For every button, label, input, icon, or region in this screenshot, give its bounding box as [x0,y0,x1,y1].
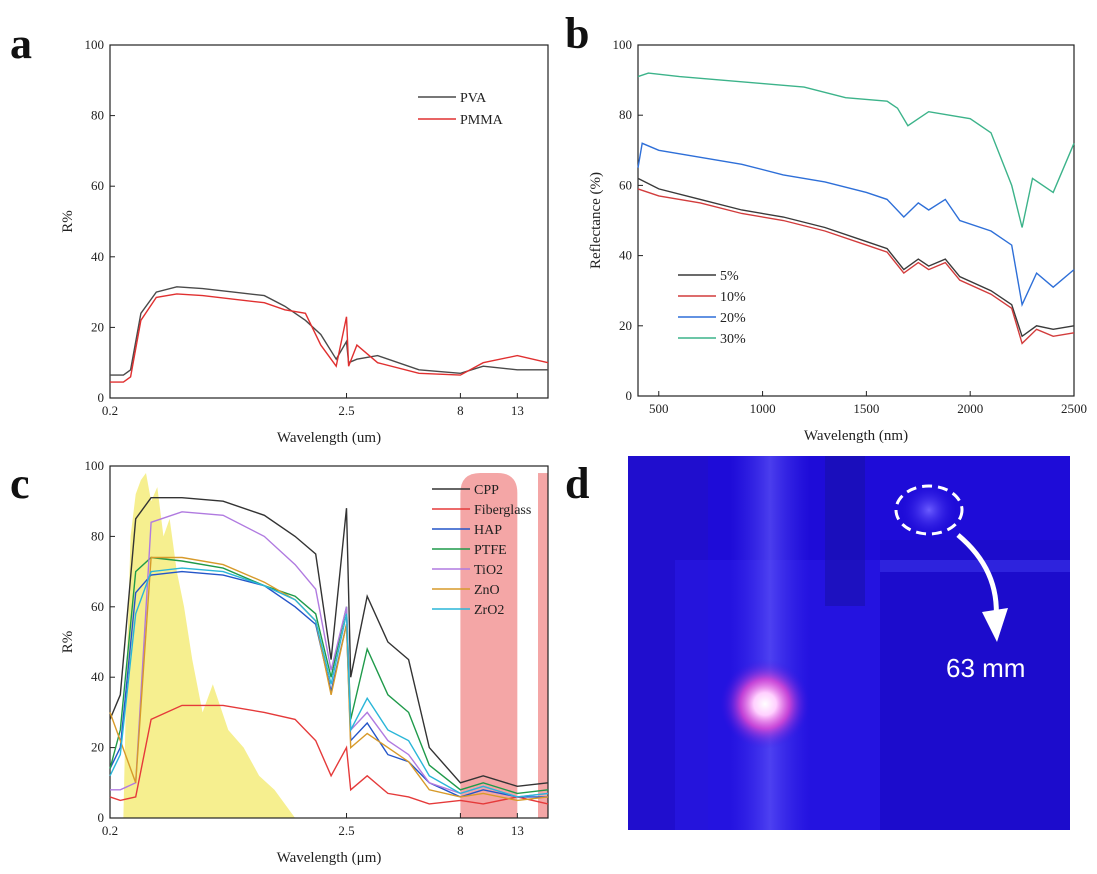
x-axis-label: Wavelength (μm) [277,850,382,866]
legend-label: HAP [474,523,502,538]
y-tick-label: 60 [91,178,104,193]
y-tick-label: 60 [619,177,632,192]
series-line [637,142,1075,308]
series-line [109,556,549,802]
x-tick-label: 1000 [750,401,776,416]
x-tick-label: 2000 [957,401,983,416]
legend-label: CPP [474,483,499,498]
series-line [637,188,1075,345]
y-tick-label: 60 [91,599,104,614]
arrow-curve [956,533,999,621]
legend-label: 5% [720,269,739,284]
y-tick-label: 40 [91,669,104,684]
series-line [110,293,549,383]
panel-letter-c: c [10,459,30,508]
x-tick-label: 0.2 [102,823,118,838]
panel-letter-a: a [10,19,32,68]
panel-letter-b: b [565,9,589,58]
y-tick-label: 20 [619,318,632,333]
y-tick-label: 80 [619,107,632,122]
legend-label: TiO2 [474,563,503,578]
series-line [110,511,549,798]
x-tick-label: 8 [457,403,464,418]
series-line [637,72,1075,228]
axis-frame [109,465,549,819]
y-tick-label: 40 [619,248,632,263]
x-tick-label: 2500 [1061,401,1087,416]
x-axis-label: Wavelength (um) [277,430,381,446]
x-tick-label: 8 [457,823,464,838]
y-tick-label: 0 [98,390,105,405]
x-tick-label: 13 [511,403,524,418]
atmospheric-window-band [460,473,518,818]
y-tick-label: 0 [626,388,633,403]
x-tick-label: 0.2 [102,403,118,418]
series-line [110,286,548,376]
x-tick-label: 2.5 [338,403,354,418]
axis-frame [109,44,549,399]
y-tick-label: 80 [91,108,104,123]
series-line [109,567,549,798]
axis-frame [637,44,1075,397]
y-tick-label: 100 [85,458,105,473]
laser-spot [720,659,810,749]
legend-label: 20% [720,311,746,326]
y-tick-label: 100 [85,37,105,52]
y-tick-label: 20 [91,740,104,755]
legend-label: PTFE [474,543,507,558]
y-tick-label: 40 [91,249,104,264]
series-line [109,497,549,788]
series-line [109,704,549,805]
arrow-head [982,608,1008,642]
x-tick-label: 1500 [853,401,879,416]
x-tick-label: 2.5 [338,823,354,838]
series-line [637,177,1075,338]
y-tick-label: 80 [91,528,104,543]
legend-label: ZnO [474,583,500,598]
y-tick-label: 0 [98,810,105,825]
y-tick-label: 100 [613,37,633,52]
rail-strip [880,560,1070,572]
faint-spot [901,482,957,538]
rail-bar [825,456,865,606]
x-axis-label: Wavelength (nm) [804,428,908,444]
panel-letter-d: d [565,459,589,508]
back-panel [880,540,1070,830]
atmospheric-window-edge [538,473,548,818]
legend-label: 10% [720,290,746,305]
chart-c: 0 20 40 60 80 100 0.2 2.5 8 13 Wavelength (μm) R% CP… [60,458,549,866]
chart-a: 0 20 40 60 80 100 0.2 2.5 8 13 Wavelength (um) R% PV… [60,37,549,446]
light-beam [730,456,810,830]
laser-photo: 63 mm [628,456,1070,830]
y-tick-label: 20 [91,319,104,334]
y-axis-label: Reflectance (%) [588,172,604,269]
chart-b: 0 20 40 60 80 100 500 1000 1500 2000 2500 Wavelengt… [588,37,1087,444]
legend-label: 30% [720,332,746,347]
x-tick-label: 500 [649,401,669,416]
legend-label: PMMA [460,113,504,128]
y-axis-label: R% [60,210,76,233]
legend-label: Fiberglass [474,503,531,518]
y-axis-label: R% [60,631,76,654]
legend-label: ZrO2 [474,603,504,618]
legend-label: PVA [460,91,487,106]
distance-label: 63 mm [946,653,1025,683]
dashed-circle-marker [894,484,964,536]
x-tick-label: 13 [511,823,524,838]
